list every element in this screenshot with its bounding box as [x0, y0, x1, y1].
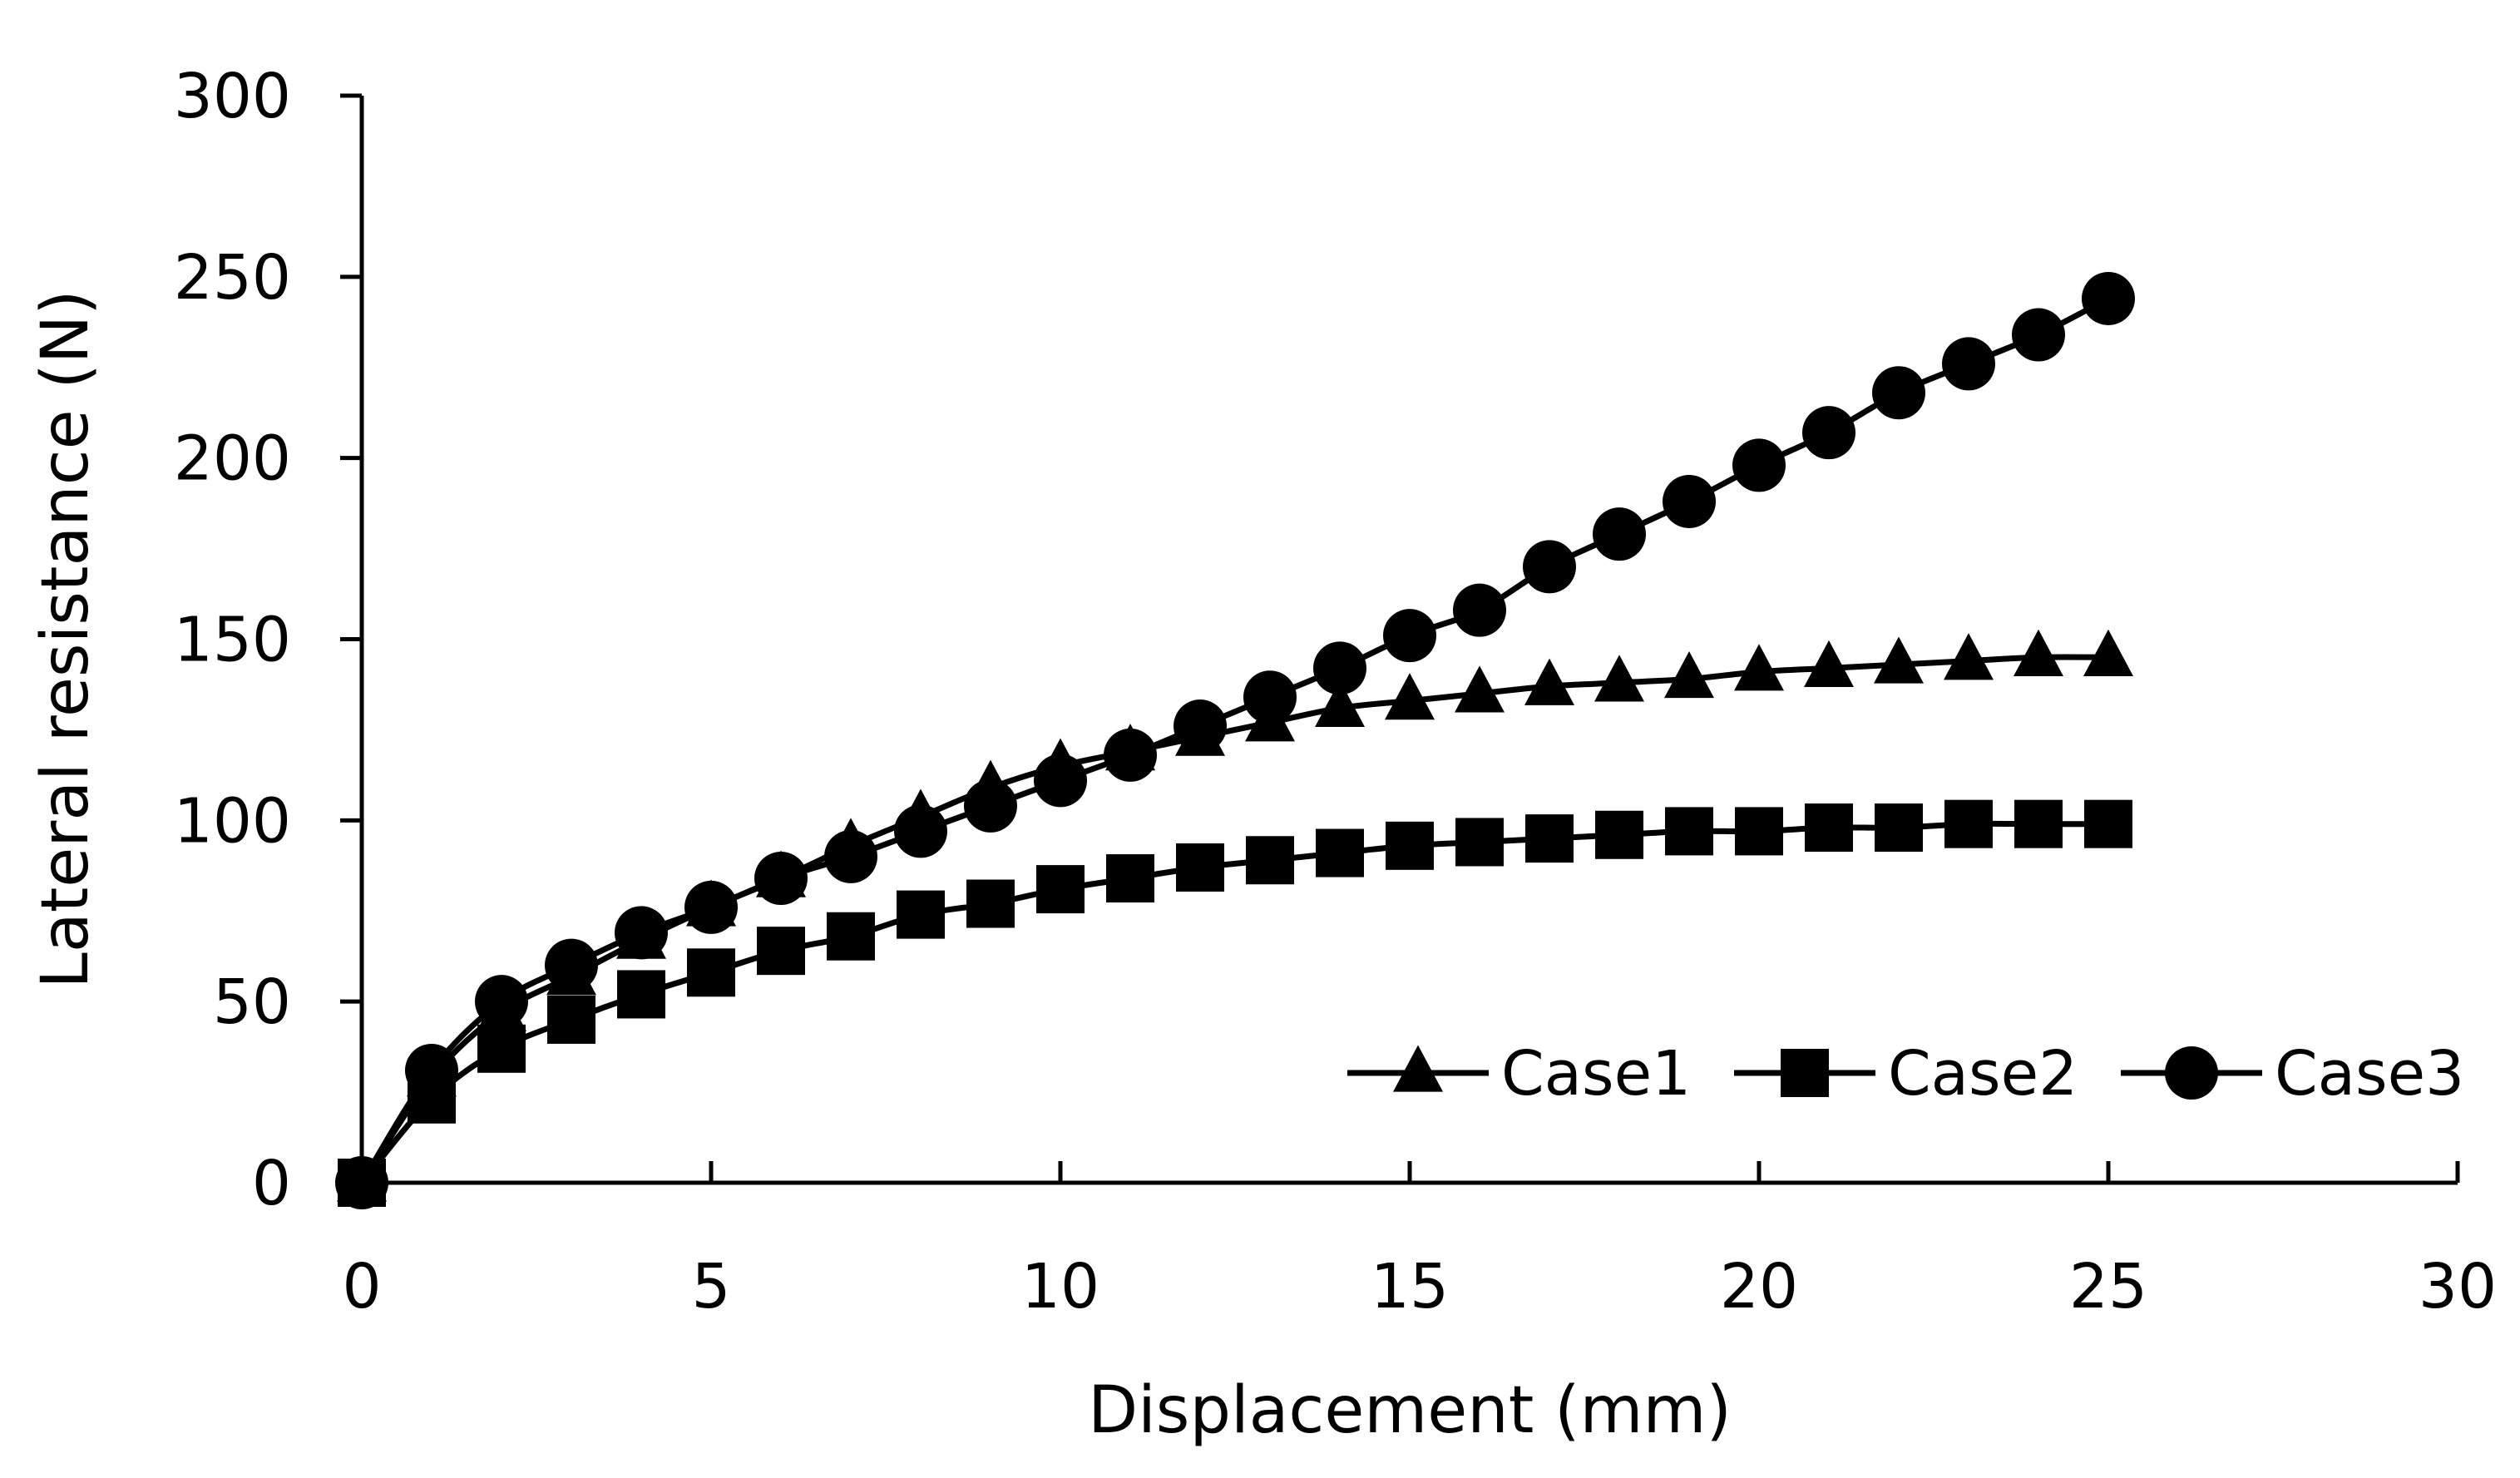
x-axis-title: Displacement (mm) [1088, 1373, 1732, 1448]
data-point [1386, 821, 1434, 870]
x-ticks: 0 5 10 15 20 25 30 [342, 1161, 2497, 1322]
legend-entry-case1: Case1 [1347, 1038, 1691, 1110]
data-point [897, 890, 945, 939]
data-point [1734, 644, 1784, 691]
data-point [1523, 540, 1576, 594]
y-tick-label: 250 [174, 242, 291, 314]
data-point [1313, 641, 1366, 695]
series-case1 [337, 629, 2133, 1202]
legend-label: Case2 [1888, 1038, 2078, 1110]
data-point [1594, 655, 1644, 702]
x-tick-label: 30 [2419, 1251, 2497, 1322]
data-point [1802, 406, 1855, 460]
y-tick-label: 200 [174, 423, 291, 495]
x-tick-label: 5 [691, 1251, 730, 1322]
data-point [2014, 629, 2063, 676]
data-point [1176, 843, 1224, 892]
data-point [615, 906, 668, 960]
data-point [1664, 650, 1714, 699]
legend-marker [1781, 1049, 1829, 1097]
data-point [827, 912, 875, 961]
data-point [1243, 670, 1297, 724]
data-point [894, 804, 947, 858]
data-point [1524, 658, 1574, 705]
data-point [757, 927, 805, 976]
y-tick-label: 50 [213, 966, 291, 1038]
legend-marker [1393, 1045, 1443, 1092]
data-point [824, 829, 877, 883]
data-point [1875, 803, 1923, 853]
data-point [1174, 699, 1227, 754]
data-point [1665, 807, 1713, 856]
data-point [1034, 754, 1087, 808]
data-point [617, 970, 665, 1019]
data-point [1316, 828, 1364, 877]
legend: Case1 Case2 Case3 [1347, 1038, 2464, 1110]
legend-entry-case2: Case2 [1734, 1038, 2078, 1110]
data-point [754, 852, 808, 906]
data-point [1944, 633, 1994, 680]
data-point [1735, 807, 1783, 856]
data-point [1525, 814, 1574, 863]
data-point [1455, 818, 1504, 867]
legend-label: Case3 [2275, 1038, 2464, 1110]
axes: 0 50 100 150 200 250 300 0 5 10 15 20 25 30 [174, 61, 2497, 1322]
data-point [687, 948, 735, 997]
y-tick-label: 100 [174, 785, 291, 857]
data-point [1732, 438, 1786, 492]
data-point [545, 938, 598, 992]
data-point [1944, 799, 1993, 848]
data-point [2084, 799, 2132, 848]
x-tick-label: 0 [342, 1251, 381, 1322]
series-case2 [338, 799, 2132, 1207]
y-tick-label: 150 [174, 605, 291, 676]
legend-entry-case3: Case3 [2121, 1038, 2464, 1110]
y-tick-label: 0 [252, 1148, 291, 1219]
data-point [1595, 810, 1643, 859]
data-point [966, 879, 1015, 928]
data-point [964, 779, 1017, 833]
x-tick-label: 10 [1021, 1251, 1099, 1322]
x-tick-label: 25 [2069, 1251, 2147, 1322]
series-case3 [335, 271, 2135, 1209]
data-point [405, 1043, 458, 1097]
data-point [1663, 474, 1716, 528]
x-tick-label: 15 [1371, 1251, 1449, 1322]
data-point [475, 975, 528, 1029]
data-point [1593, 507, 1646, 561]
y-axis-title: Lateral resistance (N) [28, 289, 103, 988]
data-point [1036, 865, 1085, 914]
data-point [1805, 803, 1853, 853]
data-point [2012, 308, 2065, 362]
series-layer [335, 271, 2135, 1209]
data-point [2014, 799, 2063, 848]
data-point [1455, 665, 1505, 713]
data-point [477, 1024, 526, 1073]
data-point [2082, 271, 2135, 325]
data-point [1104, 728, 1157, 782]
data-point [1383, 609, 1436, 663]
data-point [1385, 673, 1435, 720]
data-point [1315, 680, 1365, 727]
data-point [1874, 636, 1924, 684]
legend-marker [2165, 1046, 2218, 1100]
data-point [1246, 836, 1294, 885]
data-point [1106, 854, 1154, 903]
y-ticks: 0 50 100 150 200 250 300 [174, 61, 362, 1219]
y-tick-label: 300 [174, 61, 291, 132]
data-point [684, 880, 738, 934]
legend-label: Case1 [1501, 1038, 1691, 1110]
data-point [1804, 640, 1854, 688]
data-point [1942, 337, 1995, 391]
data-point [1453, 583, 1506, 637]
data-point [2083, 629, 2133, 676]
data-point [547, 995, 595, 1044]
x-tick-label: 20 [1720, 1251, 1798, 1322]
data-point [1872, 366, 1925, 420]
data-point [335, 1156, 388, 1209]
